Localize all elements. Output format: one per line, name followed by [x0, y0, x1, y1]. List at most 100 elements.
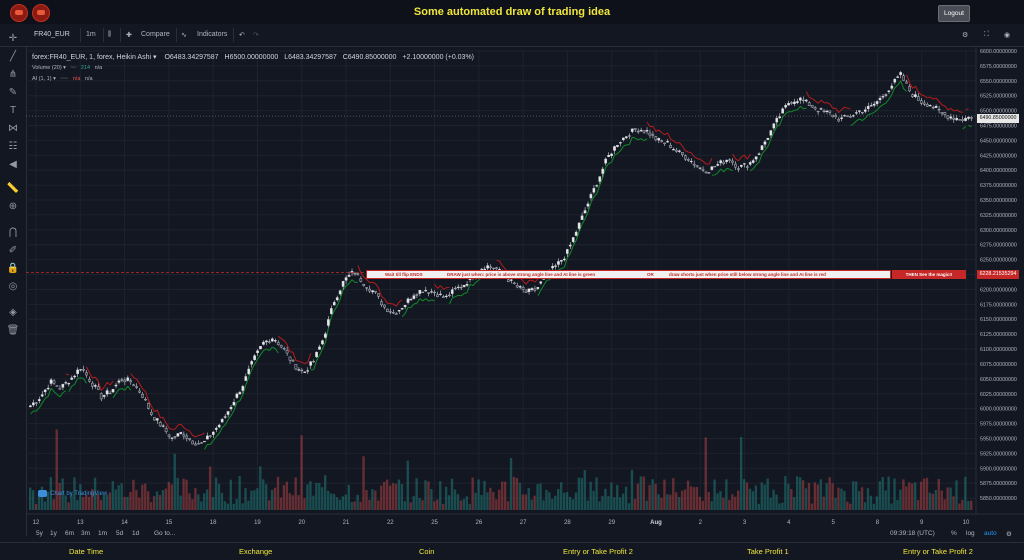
crosshair-icon[interactable]: ✛: [8, 32, 18, 44]
ai-legend[interactable]: AI (1, 1) ▾: [32, 76, 56, 82]
volume-bar-298: [908, 482, 911, 510]
candle-body-80: [265, 340, 268, 343]
x-tick-label-19: 8: [876, 520, 880, 526]
candle-body-289: [881, 96, 885, 98]
fullscreen-icon[interactable]: ⛶: [984, 31, 989, 38]
range-3m[interactable]: 3m: [81, 530, 91, 537]
y-tick-label-18: 6300.00000000: [980, 228, 1017, 234]
volume-bar-253: [775, 494, 778, 510]
footer-entry-take-profit-2b[interactable]: Entry or Take Profit 2: [903, 547, 973, 556]
magnet-icon[interactable]: ⋂: [8, 226, 18, 238]
annotation-highlight: THEN See the magic!!: [892, 270, 966, 279]
volume-bar-197: [610, 482, 613, 510]
log-scale-button[interactable]: log: [966, 530, 975, 537]
candle-body-98: [318, 346, 321, 350]
candle-body-230: [707, 172, 711, 174]
range-5d[interactable]: 5d: [116, 530, 124, 537]
annotation-text-box[interactable]: Wait till flip ENDS DRAW just when: pric…: [366, 270, 891, 279]
volume-legend[interactable]: Volume (20) ▾: [32, 65, 66, 71]
ruler-icon[interactable]: 📏: [6, 182, 20, 194]
volume-bar-165: [515, 477, 519, 510]
interval-button[interactable]: 1m: [86, 31, 96, 38]
compare-button[interactable]: Compare: [141, 31, 170, 38]
range-6m[interactable]: 6m: [65, 530, 75, 537]
volume-bar-9: [55, 429, 58, 510]
settings-gear-icon[interactable]: ⚙: [962, 32, 969, 39]
prediction-icon[interactable]: ☷: [8, 140, 18, 152]
brush-icon[interactable]: ✎: [8, 86, 18, 98]
ai-legend-controls-icon[interactable]: ▫▫▫▫: [60, 76, 69, 82]
volume-bar-123: [391, 482, 395, 510]
lock-icon[interactable]: 🔒: [6, 262, 20, 274]
volume-bar-306: [931, 493, 935, 510]
text-tool-icon[interactable]: T: [9, 104, 17, 116]
footer-exchange[interactable]: Exchange: [239, 547, 273, 556]
footer-entry-take-profit-2[interactable]: Entry or Take Profit 2: [563, 547, 633, 556]
candle-body-246: [754, 156, 758, 160]
volume-bar-218: [672, 478, 675, 510]
volume-bar-60: [206, 489, 209, 510]
low-value: L6483.34297587: [284, 54, 337, 61]
footer-date-time[interactable]: Date Time: [69, 547, 104, 556]
range-1d[interactable]: 1d: [132, 530, 140, 537]
range-1m[interactable]: 1m: [98, 530, 108, 537]
visibility-eye-icon[interactable]: ◎: [8, 280, 18, 292]
stay-drawing-icon[interactable]: ✐: [8, 244, 18, 256]
volume-bar-195: [604, 488, 607, 510]
candle-body-206: [636, 130, 640, 133]
candle-body-319: [970, 117, 973, 119]
volume-bar-46: [164, 488, 168, 510]
back-arrow-icon[interactable]: ◀: [9, 158, 17, 170]
price-chart[interactable]: 5850.00000000 5875.00000000 5900.00000000 5…: [26, 47, 1024, 527]
legend-controls-icon[interactable]: ▫▫▫: [70, 65, 77, 71]
volume-bar-300: [914, 482, 917, 510]
volume-bar-5: [43, 501, 47, 510]
symbol-input[interactable]: FR40_EUR: [34, 31, 70, 38]
trash-icon[interactable]: 🗑: [6, 324, 20, 336]
candle-body-147: [462, 284, 466, 288]
goto-button[interactable]: Go to...: [154, 530, 176, 537]
redo-icon[interactable]: ↷: [253, 32, 259, 39]
volume-bar-230: [707, 491, 710, 510]
candle-body-22: [93, 385, 97, 387]
scale-settings-icon[interactable]: ⚙: [1006, 531, 1012, 538]
volume-bar-82: [270, 489, 274, 510]
candle-body-158: [495, 267, 498, 270]
annotation-line[interactable]: Wait till flip ENDS DRAW just when: pric…: [366, 270, 966, 279]
undo-icon[interactable]: ↶: [239, 32, 245, 39]
range-5y[interactable]: 5y: [36, 530, 43, 537]
logout-button[interactable]: Logout: [938, 5, 970, 22]
layers-icon[interactable]: ◈: [9, 306, 17, 318]
candle-body-182: [566, 249, 569, 254]
candle-body-99: [321, 340, 324, 345]
footer-coin[interactable]: Coin: [419, 547, 435, 556]
percent-scale-button[interactable]: %: [951, 530, 957, 537]
tradingview-watermark[interactable]: Chart by TradingView: [38, 490, 107, 497]
symbol-legend[interactable]: forex:FR40_EUR, 1, forex, Heikin Ashi ▾: [32, 54, 157, 61]
trend-line-icon[interactable]: ╱: [9, 50, 17, 62]
candle-body-163: [509, 279, 513, 281]
footer-take-profit-1[interactable]: Take Profit 1: [747, 547, 789, 556]
candle-body-300: [914, 94, 917, 97]
candle-body-46: [164, 428, 168, 432]
snapshot-camera-icon[interactable]: ◉: [1004, 32, 1011, 39]
candle-body-28: [111, 389, 115, 393]
volume-bar-67: [226, 503, 230, 510]
volume-bar-267: [816, 484, 820, 510]
volume-bar-53: [185, 479, 188, 510]
volume-bar-170: [530, 499, 533, 510]
compare-icon: ✚: [126, 32, 132, 39]
candle-body-270: [825, 110, 829, 113]
pattern-icon[interactable]: ⋈: [8, 122, 18, 134]
range-1y[interactable]: 1y: [50, 530, 57, 537]
candle-style-icon[interactable]: ⫼: [108, 31, 112, 38]
volume-bar-55: [191, 499, 194, 510]
volume-bar-270: [825, 483, 828, 510]
pitchfork-icon[interactable]: ⋔: [8, 68, 18, 80]
volume-bar-188: [583, 470, 586, 510]
zoom-in-icon[interactable]: ⊕: [8, 200, 18, 212]
volume-bar-241: [739, 436, 743, 510]
auto-scale-button[interactable]: auto: [984, 530, 997, 537]
cloud-icon: [38, 490, 47, 497]
indicators-button[interactable]: Indicators: [197, 31, 228, 38]
